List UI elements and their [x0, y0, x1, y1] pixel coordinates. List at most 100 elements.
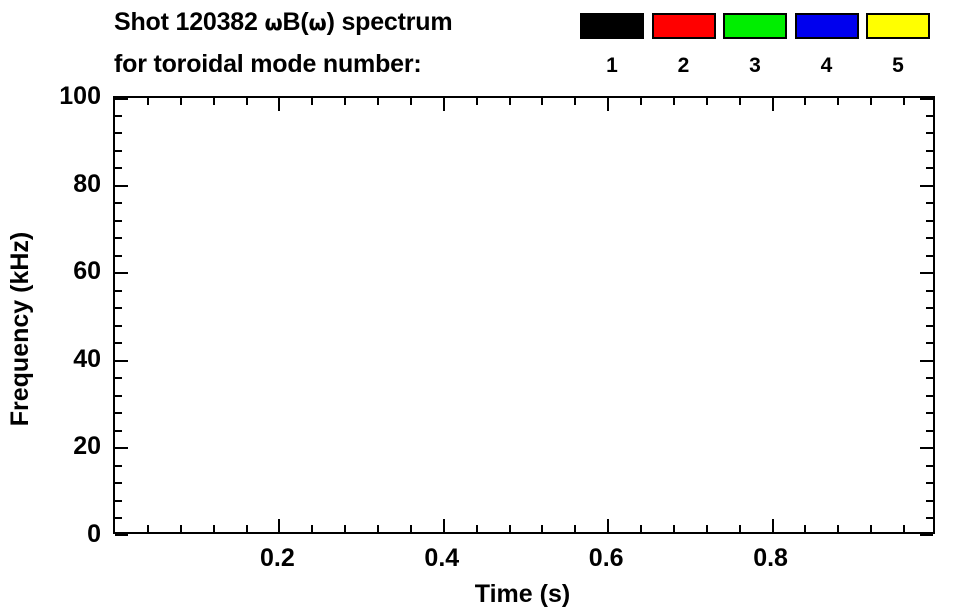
x-major-tick [278, 519, 281, 532]
x-tick-label: 0.2 [260, 544, 295, 572]
y-minor-tick [115, 324, 122, 327]
y-minor-tick-right [926, 342, 933, 345]
x-minor-tick [705, 525, 708, 532]
y-minor-tick [115, 289, 122, 292]
y-tick-label: 80 [73, 169, 101, 198]
x-minor-tick-top [837, 98, 840, 105]
y-axis-title: Frequency (kHz) [6, 231, 34, 427]
x-minor-tick [212, 525, 215, 532]
x-minor-tick-top [212, 98, 215, 105]
y-minor-tick [115, 499, 122, 502]
chart-title-text-mid: B( [282, 8, 309, 36]
x-minor-tick-top [705, 98, 708, 105]
y-minor-tick [115, 307, 122, 310]
x-axis-title: Time (s) [0, 580, 963, 608]
legend-label-3: 3 [749, 54, 761, 77]
x-minor-tick [344, 525, 347, 532]
y-major-tick-right [920, 447, 933, 450]
x-minor-tick-top [146, 98, 149, 105]
y-minor-tick-right [926, 499, 933, 502]
y-minor-tick [115, 114, 122, 117]
x-tick-label: 0.6 [588, 544, 624, 572]
x-minor-tick [475, 525, 478, 532]
y-major-tick-right [920, 272, 933, 275]
x-minor-tick [672, 525, 675, 532]
y-tick-label: 0 [87, 520, 101, 548]
y-minor-tick [115, 132, 122, 135]
y-major-tick [115, 98, 128, 100]
y-minor-tick [115, 464, 122, 467]
x-minor-tick [146, 525, 149, 532]
y-minor-tick-right [926, 202, 933, 205]
chart-title-line-1: Shot 120382 ωB(ω) spectrum [114, 8, 453, 36]
x-minor-tick-top [245, 98, 248, 105]
x-minor-tick [574, 525, 577, 532]
x-minor-tick-top [311, 98, 314, 105]
x-minor-tick [409, 525, 412, 532]
y-tick-label: 100 [59, 82, 101, 110]
y-minor-tick-right [926, 394, 933, 397]
x-minor-tick [837, 525, 840, 532]
y-minor-tick [115, 167, 122, 170]
omega-symbol-2: ω [308, 11, 327, 35]
x-minor-tick [903, 525, 906, 532]
x-minor-tick [311, 525, 314, 532]
x-minor-tick [377, 525, 380, 532]
y-minor-tick-right [926, 114, 933, 117]
x-major-tick [771, 519, 774, 532]
y-major-tick-right [920, 359, 933, 362]
y-tick-label: 40 [73, 344, 101, 373]
legend-label-5: 5 [892, 54, 904, 77]
legend-label-2: 2 [677, 54, 690, 77]
x-minor-tick [508, 525, 511, 532]
legend-swatch-4 [794, 13, 859, 39]
x-minor-tick-top [541, 98, 544, 105]
x-minor-tick [640, 525, 643, 532]
x-minor-tick [738, 525, 741, 532]
omega-symbol-1: ω [264, 11, 283, 35]
chart-title-text-pre: Shot 120382 [114, 8, 265, 36]
chart-title-line-2: for toroidal mode number: [114, 50, 422, 78]
x-major-tick [442, 519, 445, 532]
y-minor-tick-right [926, 132, 933, 135]
x-axis-title-text: Time (s) [474, 580, 571, 608]
x-minor-tick [541, 525, 544, 532]
x-major-tick [607, 519, 610, 532]
y-minor-tick [115, 237, 122, 240]
y-major-tick [115, 359, 128, 362]
y-minor-tick [115, 394, 122, 397]
y-minor-tick-right [926, 464, 933, 467]
y-minor-tick [115, 254, 122, 257]
legend-swatch-2 [651, 13, 716, 39]
x-major-tick-top [607, 98, 610, 111]
x-minor-tick [245, 525, 248, 532]
x-minor-tick-top [344, 98, 347, 105]
x-minor-tick-top [179, 98, 182, 105]
y-minor-tick [115, 149, 122, 152]
y-minor-tick-right [926, 254, 933, 257]
y-minor-tick-right [926, 167, 933, 170]
legend-swatch-1 [580, 13, 644, 39]
x-minor-tick-top [574, 98, 577, 105]
x-minor-tick [804, 525, 807, 532]
y-minor-tick-right [926, 219, 933, 222]
x-minor-tick-top [870, 98, 873, 105]
y-minor-tick [115, 342, 122, 345]
y-minor-tick [115, 429, 122, 432]
legend-swatches [580, 13, 930, 40]
y-minor-tick-right [926, 324, 933, 327]
y-minor-tick-right [926, 412, 933, 415]
x-minor-tick-top [508, 98, 511, 105]
x-tick-label: 0.4 [424, 544, 460, 572]
legend-labels: 1 2 3 4 5 [580, 54, 930, 80]
legend-swatch-5 [866, 13, 930, 39]
x-minor-tick-top [804, 98, 807, 105]
x-minor-tick-top [640, 98, 643, 105]
y-major-tick-right [920, 534, 933, 536]
chart-title-text-post: ) spectrum [326, 8, 453, 36]
legend-swatch-3 [723, 13, 787, 39]
y-minor-tick-right [926, 289, 933, 292]
y-minor-tick [115, 219, 122, 222]
y-minor-tick-right [926, 517, 933, 520]
y-minor-tick [115, 517, 122, 520]
